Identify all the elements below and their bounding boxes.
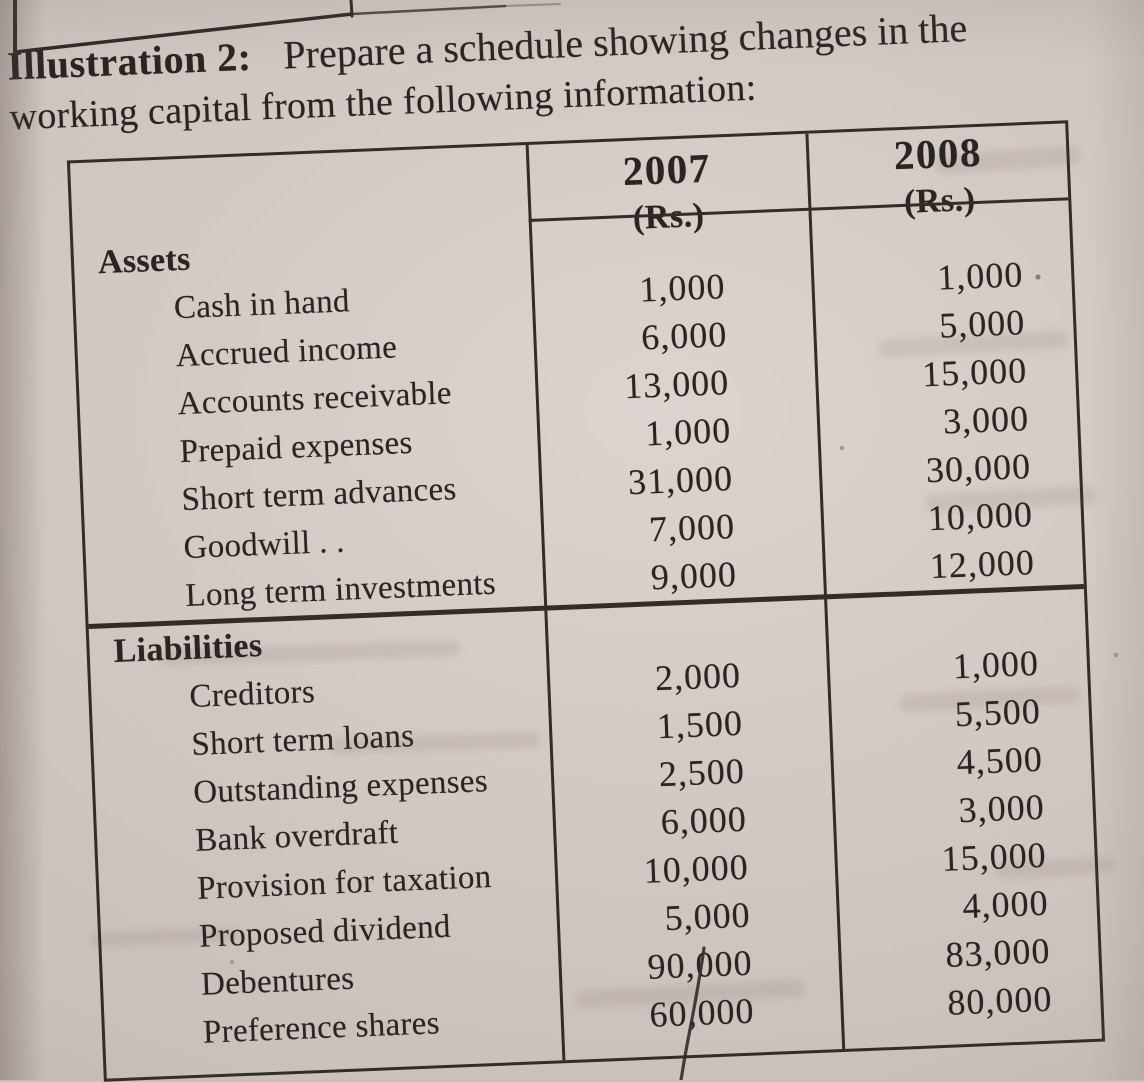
value-2007: 5,000 bbox=[663, 894, 752, 939]
value-2007: 13,000 bbox=[623, 362, 730, 407]
value-2008: 12,000 bbox=[929, 541, 1036, 587]
value-2008: 15,000 bbox=[940, 834, 1048, 879]
liabilities-section: Liabilities Creditors 2,000 1,000 Short … bbox=[89, 589, 1102, 1061]
value-2007: 2,000 bbox=[654, 654, 742, 699]
value-2008: 10,000 bbox=[927, 494, 1034, 539]
value-2007: 6,000 bbox=[659, 798, 748, 843]
value-2007: 6,000 bbox=[640, 314, 729, 358]
working-capital-table: 2007 (Rs.) 2008 (Rs.) Assets Cash in han… bbox=[66, 120, 1106, 1082]
value-2007: 31,000 bbox=[627, 458, 734, 503]
value-2008: 3,000 bbox=[942, 398, 1030, 442]
value-2008: 3,000 bbox=[957, 786, 1046, 831]
value-2008: 15,000 bbox=[921, 350, 1028, 395]
value-2008: 5,500 bbox=[954, 690, 1042, 735]
value-2007: 60,000 bbox=[648, 990, 756, 1035]
section-rows: Creditors 2,000 1,000 Short term loans 1… bbox=[91, 637, 1102, 1061]
heading: Illustration 2: Prepare a schedule showin… bbox=[6, 0, 1133, 141]
value-2008: 4,500 bbox=[955, 738, 1044, 783]
value-2007: 2,500 bbox=[658, 750, 746, 795]
value-2007: 1,000 bbox=[644, 410, 732, 454]
value-2008: 1,000 bbox=[936, 254, 1025, 298]
column-header-2008: 2008 (Rs.) bbox=[805, 124, 1071, 225]
value-2007: 9,000 bbox=[650, 553, 738, 598]
empty-cell bbox=[807, 224, 1069, 235]
year-2007: 2007 bbox=[621, 144, 712, 195]
empty-cell bbox=[823, 613, 1085, 624]
column-header-2007: 2007 (Rs.) bbox=[526, 140, 809, 242]
value-2008: 5,000 bbox=[938, 302, 1026, 346]
value-2008: 1,000 bbox=[952, 642, 1040, 687]
illustration-label: Illustration 2: bbox=[6, 33, 253, 89]
value-2008: 4,000 bbox=[961, 882, 1050, 927]
value-2007: 10,000 bbox=[642, 846, 750, 891]
value-2007: 90,000 bbox=[646, 942, 754, 987]
year-2008: 2008 bbox=[892, 128, 983, 179]
section-rows: Cash in hand 1,000 1,000 Accrued income … bbox=[75, 248, 1084, 624]
value-2008: 83,000 bbox=[944, 930, 1052, 975]
assets-section: Assets Cash in hand 1,000 1,000 Accrued … bbox=[73, 200, 1084, 624]
value-2007: 7,000 bbox=[648, 505, 736, 550]
value-2007: 1,500 bbox=[656, 702, 744, 747]
value-2007: 1,000 bbox=[638, 266, 727, 310]
empty-cell bbox=[544, 624, 823, 635]
value-2008: 80,000 bbox=[946, 978, 1054, 1023]
value-2008: 30,000 bbox=[925, 446, 1032, 491]
